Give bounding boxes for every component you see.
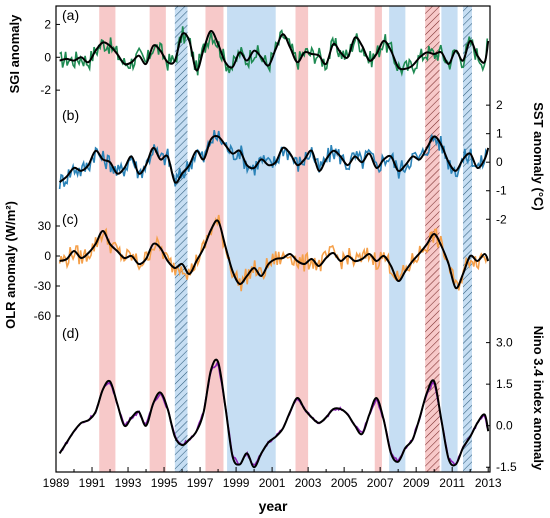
panel-label: (a) <box>62 7 79 23</box>
x-tick-label: 2009 <box>403 476 430 490</box>
x-tick-label: 1999 <box>223 476 250 490</box>
y-tick-label: 0 <box>496 155 503 169</box>
axes: (a) 2 0 -2 SGI anomaly (b) 2 1 0 -1 -2 SST anomaly … <box>3 7 546 490</box>
y-axis-label: Nino 3.4 index anomaly <box>531 326 546 471</box>
x-tick-label: 1997 <box>187 476 214 490</box>
la-nina-band <box>441 6 458 472</box>
x-tick-label: 1991 <box>79 476 106 490</box>
y-axis-label: SST anomaly (°C) <box>531 102 546 211</box>
smoothed-series-line-2 <box>58 135 490 184</box>
el-nino-band <box>205 6 224 472</box>
smoothed-series-line-1 <box>59 30 490 72</box>
el-nino-band <box>295 6 309 472</box>
la-nina-band <box>462 6 472 472</box>
la-nina-band <box>227 6 276 472</box>
x-tick-label: 2001 <box>259 476 286 490</box>
y-tick-label: -1 <box>496 184 507 198</box>
y-axis-label: SGI anomaly <box>7 14 22 94</box>
x-tick-label: 2003 <box>295 476 322 490</box>
x-axis-label: year <box>259 498 288 514</box>
y-tick-label: 0.0 <box>496 419 513 433</box>
y-tick-label: 2 <box>44 17 51 31</box>
x-tick-label: 2005 <box>331 476 358 490</box>
la-nina-band <box>174 6 188 472</box>
y-tick-label: -2 <box>496 212 507 226</box>
x-tick-label: 2011 <box>439 476 465 490</box>
y-tick-label: -2 <box>40 83 51 97</box>
x-tick-label: 1993 <box>115 476 142 490</box>
y-tick-label: -60 <box>34 309 52 323</box>
y-tick-label: 1.5 <box>496 377 513 391</box>
panel-label: (d) <box>62 325 79 341</box>
x-tick-label: 2007 <box>367 476 394 490</box>
y-tick-label: 0 <box>44 50 51 64</box>
x-tick-label: 1995 <box>151 476 178 490</box>
smoothed-series-line-4 <box>58 358 490 469</box>
el-nino-band <box>374 6 382 472</box>
x-tick-label: 1989 <box>43 476 70 490</box>
y-axis-label: OLR anomaly (W/m²) <box>3 201 18 329</box>
y-tick-label: 30 <box>38 219 52 233</box>
panel-label: (c) <box>62 211 78 227</box>
enso-shading <box>99 6 472 472</box>
plot-frame <box>55 5 491 473</box>
y-tick-label: -1.5 <box>496 460 517 474</box>
smoothed-series-line-3 <box>59 219 490 290</box>
y-tick-label: 0 <box>44 249 51 263</box>
la-nina-band <box>389 6 406 472</box>
raw-series-line-2 <box>58 130 489 190</box>
y-tick-label: 2 <box>496 98 503 112</box>
x-tick-label: 2013 <box>475 476 502 490</box>
y-tick-label: 3.0 <box>496 336 513 350</box>
y-tick-label: 1 <box>496 127 503 141</box>
series-lines <box>58 26 490 469</box>
panel-label: (b) <box>62 107 79 123</box>
y-tick-label: -30 <box>34 279 52 293</box>
